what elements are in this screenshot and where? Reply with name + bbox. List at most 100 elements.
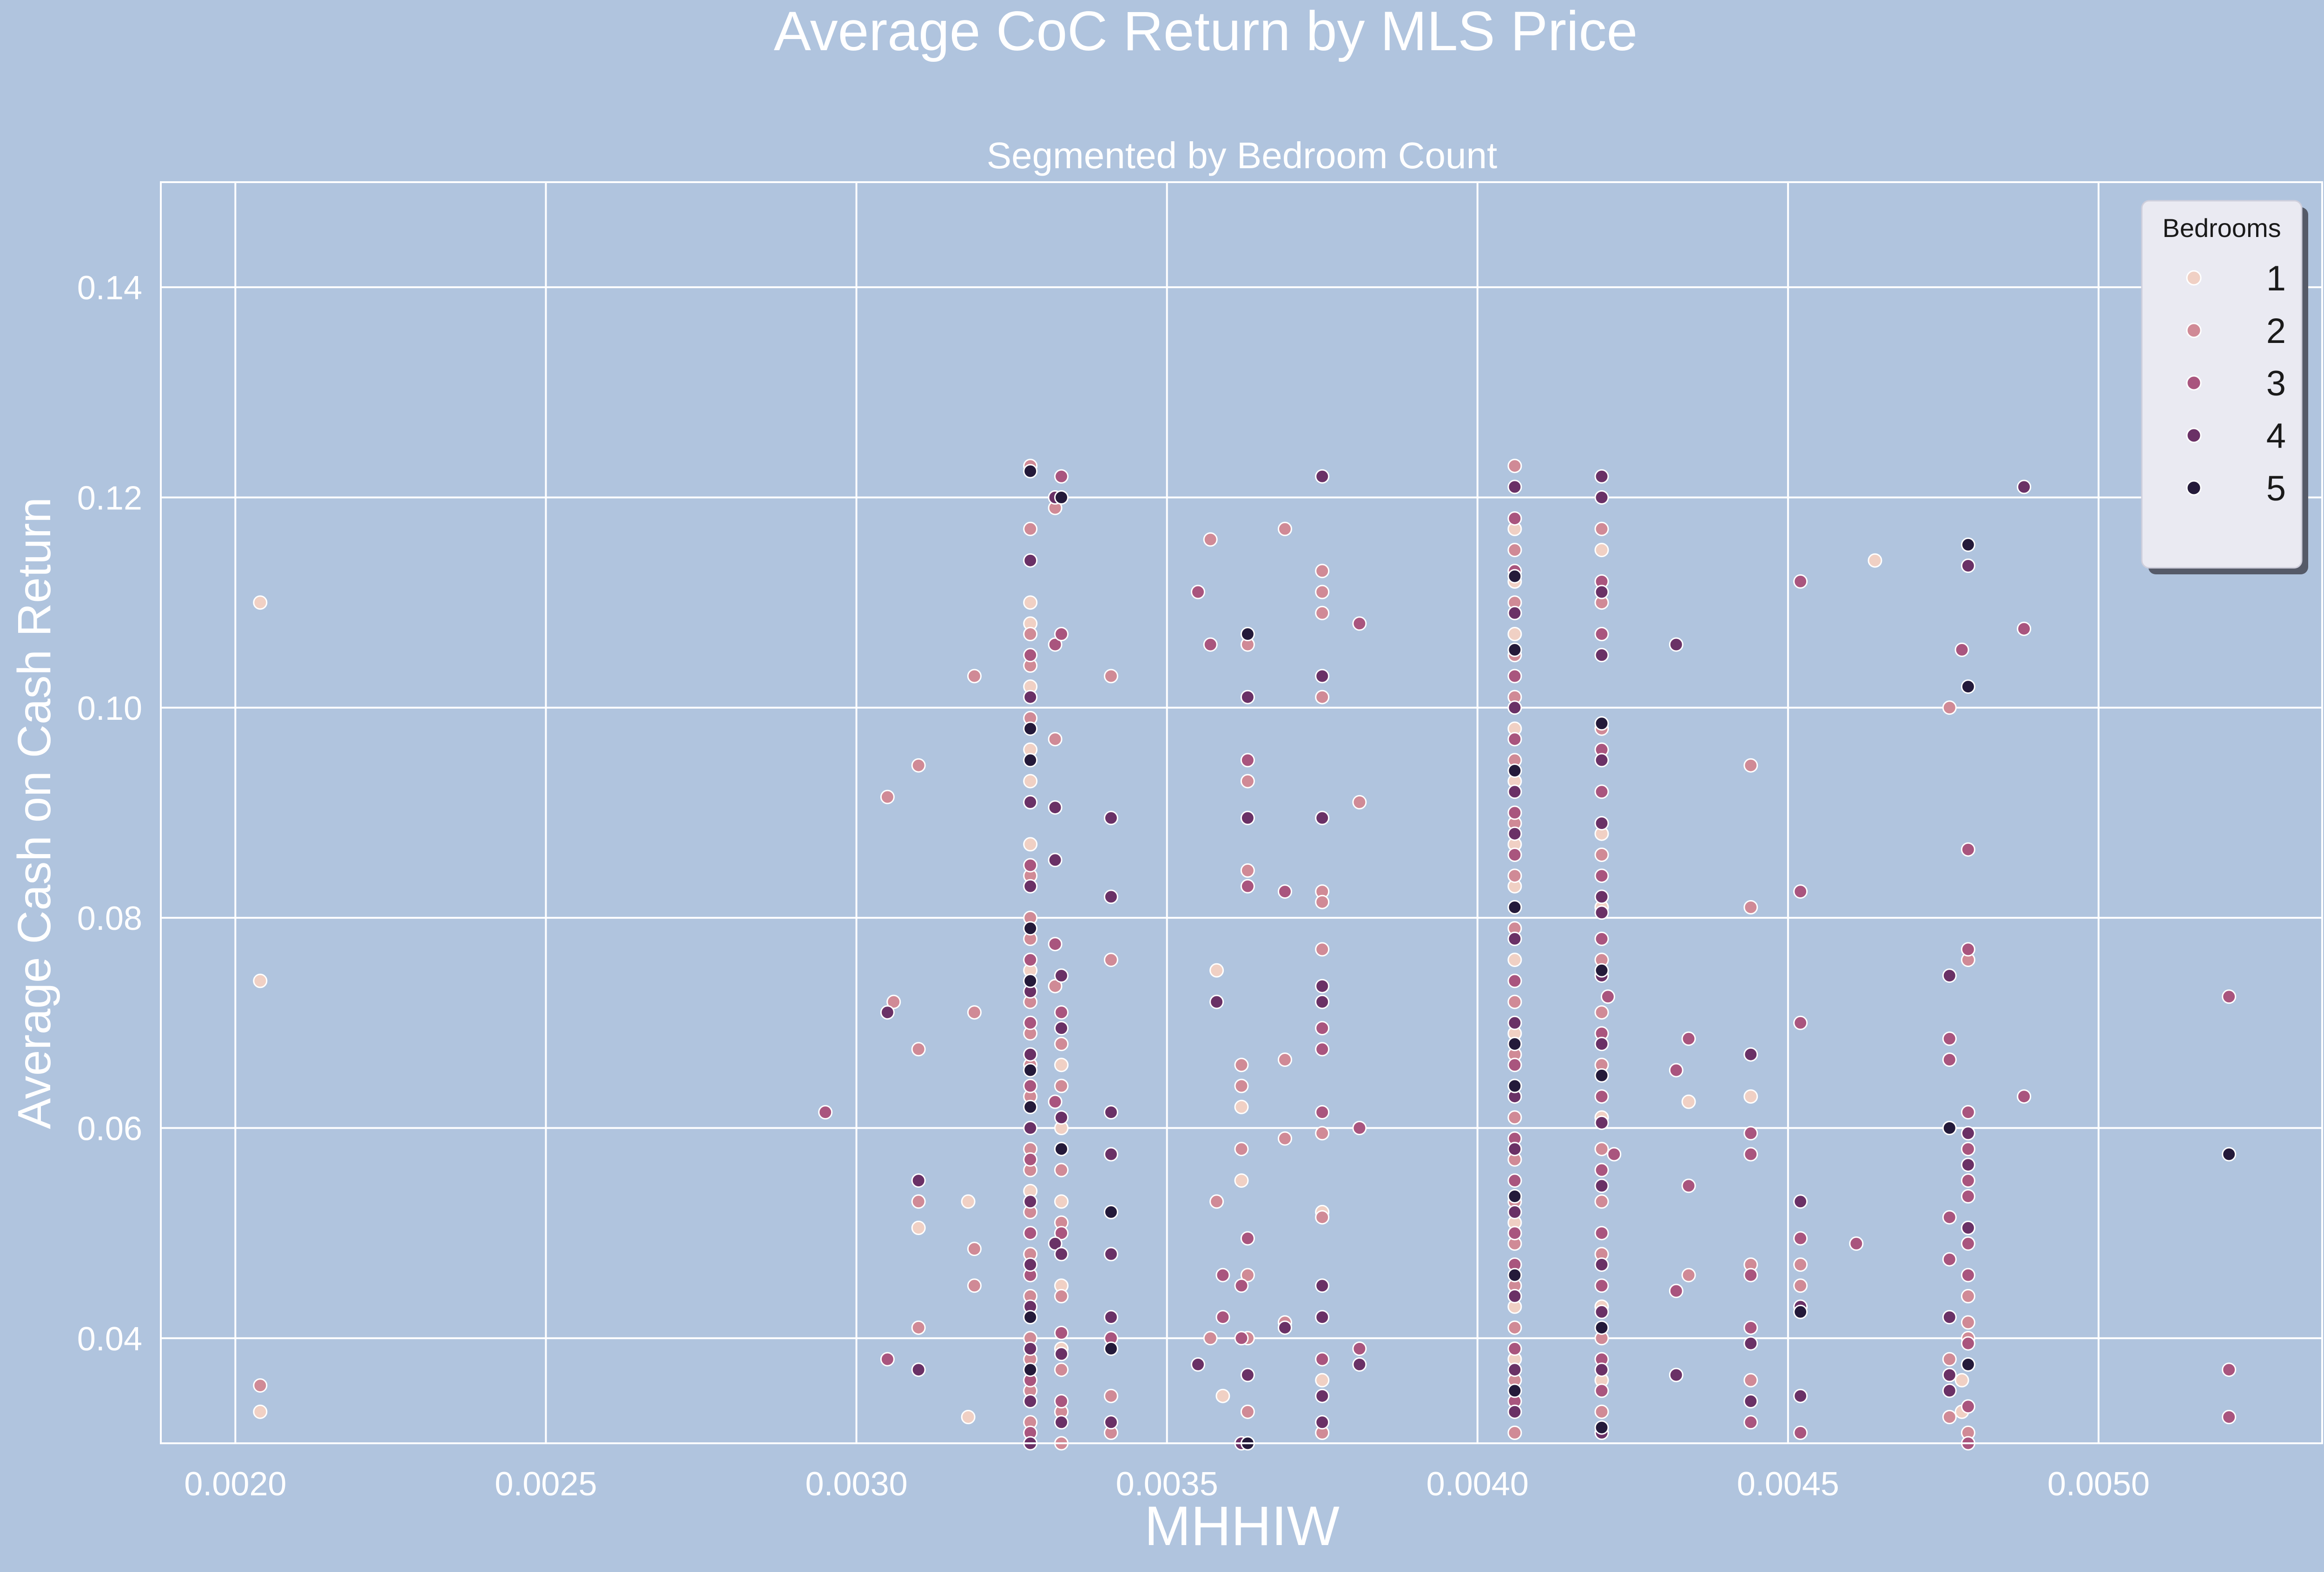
data-point-bedrooms-2 bbox=[1315, 942, 1330, 957]
data-point-bedrooms-3 bbox=[1023, 1015, 1038, 1030]
data-point-bedrooms-2 bbox=[1594, 1142, 1609, 1157]
data-point-bedrooms-4 bbox=[1023, 690, 1038, 704]
data-point-bedrooms-4 bbox=[1594, 585, 1609, 599]
data-point-bedrooms-2 bbox=[1240, 863, 1255, 878]
data-point-bedrooms-4 bbox=[1507, 700, 1522, 715]
x-tick-label: 0.0045 bbox=[1737, 1466, 1839, 1503]
data-point-bedrooms-3 bbox=[1793, 1231, 1808, 1246]
data-point-bedrooms-4 bbox=[1103, 1415, 1118, 1430]
legend-marker-3 bbox=[2186, 375, 2202, 391]
data-point-bedrooms-4 bbox=[1054, 1247, 1069, 1262]
data-point-bedrooms-3 bbox=[1961, 1105, 1975, 1120]
data-point-bedrooms-3 bbox=[1942, 1210, 1957, 1225]
y-tick-label: 0.06 bbox=[77, 1111, 142, 1148]
data-point-bedrooms-2 bbox=[1507, 1320, 1522, 1335]
data-point-bedrooms-3 bbox=[1054, 469, 1069, 484]
data-point-bedrooms-4 bbox=[1054, 968, 1069, 983]
data-point-bedrooms-2 bbox=[1961, 1289, 1975, 1303]
data-point-bedrooms-4 bbox=[1507, 1362, 1522, 1377]
data-point-bedrooms-2 bbox=[1315, 690, 1330, 704]
data-point-bedrooms-2 bbox=[880, 789, 895, 804]
data-point-bedrooms-4 bbox=[880, 1005, 895, 1020]
data-point-bedrooms-3 bbox=[1942, 1031, 1957, 1046]
data-point-bedrooms-4 bbox=[1594, 753, 1609, 768]
data-point-bedrooms-2 bbox=[1240, 1268, 1255, 1283]
data-point-bedrooms-3 bbox=[1607, 1147, 1622, 1162]
data-point-bedrooms-4 bbox=[1023, 1394, 1038, 1408]
data-point-bedrooms-5 bbox=[1023, 921, 1038, 936]
data-point-bedrooms-5 bbox=[1023, 1063, 1038, 1078]
data-point-bedrooms-2 bbox=[1594, 1194, 1609, 1209]
data-point-bedrooms-4 bbox=[1507, 826, 1522, 841]
data-point-bedrooms-1 bbox=[1868, 553, 1882, 568]
data-point-bedrooms-4 bbox=[911, 1362, 926, 1377]
data-point-bedrooms-5 bbox=[1023, 1099, 1038, 1114]
data-point-bedrooms-4 bbox=[1023, 1341, 1038, 1356]
data-point-bedrooms-3 bbox=[1594, 868, 1609, 883]
data-point-bedrooms-5 bbox=[1023, 753, 1038, 768]
data-point-bedrooms-5 bbox=[1507, 763, 1522, 778]
data-point-bedrooms-4 bbox=[1594, 1037, 1609, 1052]
data-point-bedrooms-3 bbox=[1961, 842, 1975, 857]
data-point-bedrooms-4 bbox=[1942, 1368, 1957, 1382]
data-point-bedrooms-4 bbox=[1594, 816, 1609, 831]
data-point-bedrooms-2 bbox=[1278, 1131, 1292, 1146]
data-point-bedrooms-3 bbox=[1507, 732, 1522, 747]
data-point-bedrooms-2 bbox=[1023, 627, 1038, 641]
data-point-bedrooms-1 bbox=[1054, 1194, 1069, 1209]
data-point-bedrooms-4 bbox=[1942, 1383, 1957, 1398]
data-point-bedrooms-3 bbox=[2222, 1410, 2237, 1424]
data-point-bedrooms-3 bbox=[1240, 753, 1255, 768]
data-point-bedrooms-4 bbox=[1315, 469, 1330, 484]
data-point-bedrooms-4 bbox=[1023, 553, 1038, 568]
y-tick-labels: 0.04 0.06 0.08 0.10 0.12 0.14 bbox=[77, 270, 142, 1358]
data-point-bedrooms-4 bbox=[1278, 1320, 1292, 1335]
data-point-bedrooms-3 bbox=[1352, 1121, 1367, 1135]
data-point-bedrooms-3 bbox=[1352, 616, 1367, 631]
data-point-bedrooms-4 bbox=[911, 1173, 926, 1188]
x-tick-label: 0.0035 bbox=[1116, 1466, 1218, 1503]
data-point-bedrooms-1 bbox=[961, 1194, 976, 1209]
data-point-bedrooms-5 bbox=[1961, 679, 1975, 694]
data-point-bedrooms-5 bbox=[1507, 1268, 1522, 1283]
data-point-bedrooms-2 bbox=[1234, 1142, 1249, 1157]
plot-frame bbox=[160, 181, 2323, 1444]
legend-marker-1 bbox=[2186, 270, 2202, 286]
data-point-bedrooms-4 bbox=[1023, 1194, 1038, 1209]
data-point-bedrooms-5 bbox=[1507, 1189, 1522, 1204]
data-point-bedrooms-2 bbox=[1507, 1110, 1522, 1125]
data-point-bedrooms-4 bbox=[1048, 1236, 1063, 1251]
data-point-bedrooms-1 bbox=[911, 1220, 926, 1235]
data-point-bedrooms-3 bbox=[1234, 1331, 1249, 1346]
data-point-bedrooms-4 bbox=[1942, 968, 1957, 983]
data-point-bedrooms-3 bbox=[1743, 1147, 1758, 1162]
data-point-bedrooms-2 bbox=[1743, 1373, 1758, 1388]
legend-label-2: 2 bbox=[2266, 311, 2286, 351]
data-point-bedrooms-2 bbox=[1240, 774, 1255, 789]
data-point-bedrooms-4 bbox=[2017, 480, 2032, 494]
data-point-bedrooms-4 bbox=[1507, 605, 1522, 620]
legend-box bbox=[2141, 200, 2303, 569]
data-point-bedrooms-5 bbox=[1103, 1204, 1118, 1219]
data-point-bedrooms-2 bbox=[1278, 521, 1292, 536]
data-point-bedrooms-3 bbox=[1669, 1283, 1684, 1298]
data-point-bedrooms-2 bbox=[1594, 1404, 1609, 1419]
data-point-bedrooms-5 bbox=[1594, 963, 1609, 978]
data-point-bedrooms-2 bbox=[1048, 979, 1063, 993]
data-point-bedrooms-2 bbox=[1234, 1079, 1249, 1093]
data-point-bedrooms-5 bbox=[1961, 537, 1975, 552]
data-point-bedrooms-1 bbox=[253, 973, 268, 988]
data-point-bedrooms-2 bbox=[1209, 1194, 1224, 1209]
data-point-bedrooms-4 bbox=[1315, 1278, 1330, 1293]
data-point-bedrooms-2 bbox=[1315, 605, 1330, 620]
data-point-bedrooms-3 bbox=[1054, 1005, 1069, 1020]
data-point-bedrooms-2 bbox=[1203, 532, 1218, 547]
data-point-bedrooms-3 bbox=[1215, 1310, 1230, 1325]
data-point-bedrooms-2 bbox=[1315, 1210, 1330, 1225]
data-point-bedrooms-3 bbox=[1743, 1268, 1758, 1283]
data-point-bedrooms-3 bbox=[1669, 1063, 1684, 1078]
data-point-bedrooms-1 bbox=[1234, 1099, 1249, 1114]
data-point-bedrooms-4 bbox=[1669, 1368, 1684, 1382]
data-point-bedrooms-4 bbox=[1594, 1115, 1609, 1130]
data-point-bedrooms-2 bbox=[967, 1005, 982, 1020]
